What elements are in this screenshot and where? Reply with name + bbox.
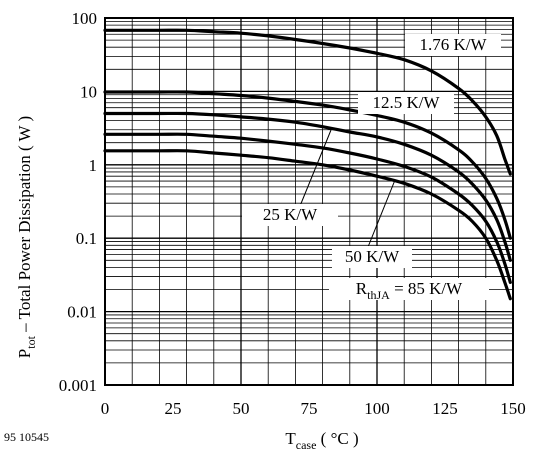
x-tick-label: 50: [233, 399, 250, 418]
curve-label-main: 50 K/W: [345, 247, 400, 266]
y-tick-labels: 100 10 1 0.1 0.01 0.001: [59, 9, 97, 395]
leader-line: [299, 129, 332, 207]
x-axis-label-sub: case: [296, 438, 317, 452]
y-axis-label: Ptot – Total Power Dissipation ( W ): [15, 116, 38, 358]
x-tick-label: 0: [101, 399, 110, 418]
x-tick-label: 100: [364, 399, 390, 418]
x-tick-label: 75: [301, 399, 318, 418]
curve-labels: 1.76 K/W 12.5 K/W 25 K/W 50 K/W RthJA = 85 K…: [242, 34, 501, 302]
x-tick-labels: 0 25 50 75 100 125 150: [101, 399, 526, 418]
curve-label-bg: [358, 92, 454, 114]
curve-label-main: 1.76 K/W: [419, 35, 487, 54]
y-tick-label: 10: [80, 82, 97, 101]
y-axis-label-main: P: [15, 349, 34, 358]
grid: [105, 18, 513, 385]
label-leaders: [299, 129, 396, 248]
figure-number: 95 10545: [4, 430, 49, 444]
curve-label-main: R: [356, 279, 368, 298]
x-tick-label: 125: [432, 399, 458, 418]
x-axis-label: Tcase ( °C ): [285, 429, 358, 452]
curve-label-rest: = 85 K/W: [390, 279, 463, 298]
curve-label-sub: thJA: [367, 288, 390, 302]
curves: [103, 28, 512, 301]
curve-label: 1.76 K/W: [419, 35, 487, 54]
leader-line: [367, 179, 396, 248]
x-axis-label-main: T: [285, 429, 296, 448]
x-axis-label-rest: ( °C ): [316, 429, 358, 448]
curve-label-main: 25 K/W: [263, 205, 318, 224]
y-tick-label: 0.1: [76, 229, 97, 248]
curve-label-bg: [332, 246, 412, 268]
y-tick-label: 100: [72, 9, 98, 28]
plot-frame: [104, 17, 514, 386]
y-axis-label-rest: – Total Power Dissipation ( W ): [15, 116, 34, 336]
curve-0: [103, 28, 512, 176]
y-tick-label: 0.001: [59, 376, 97, 395]
curve-label-main: 12.5 K/W: [372, 93, 440, 112]
y-tick-label: 1: [89, 156, 98, 175]
y-tick-label: 0.01: [67, 303, 97, 322]
curve-label: 50 K/W: [345, 247, 400, 266]
curve-label-bg: [405, 34, 501, 56]
curve-label-bg: [329, 278, 489, 300]
curve-label: RthJA = 85 K/W: [356, 279, 463, 302]
curve-label: 12.5 K/W: [372, 93, 440, 112]
y-axis-label-sub: tot: [24, 335, 38, 348]
curve-label-bg: [242, 204, 338, 226]
curve-4: [103, 149, 512, 301]
x-tick-label: 150: [500, 399, 526, 418]
curve-1: [103, 90, 512, 240]
curve-3: [103, 132, 512, 284]
x-tick-label: 25: [165, 399, 182, 418]
curve-label: 25 K/W: [263, 205, 318, 224]
curve-2: [103, 111, 512, 262]
